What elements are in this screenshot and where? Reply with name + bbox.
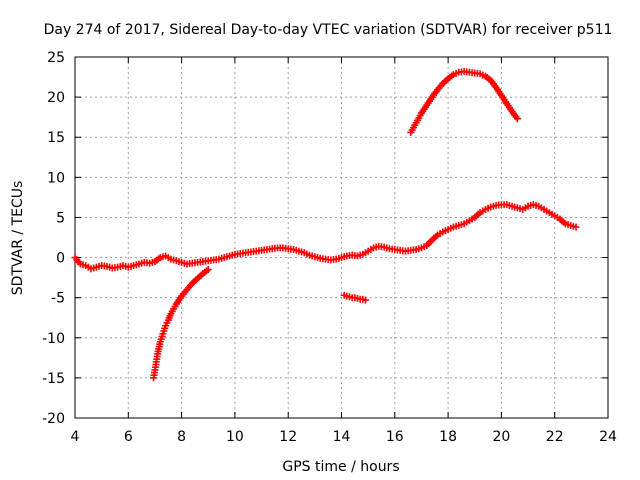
x-tick-label: 18 [439, 429, 457, 445]
y-tick-label: 5 [56, 210, 65, 226]
x-tick-label: 20 [492, 429, 510, 445]
x-axis-label: GPS time / hours [282, 459, 399, 475]
data-point [204, 266, 212, 274]
y-tick-label: 0 [56, 251, 65, 267]
data-point [361, 296, 369, 304]
y-tick-label: -10 [42, 331, 65, 347]
y-tick-label: -20 [42, 411, 65, 427]
x-tick-label: 14 [333, 429, 351, 445]
axis-ticks: 4 6 8 10 12 14 16 18 20 22 24 -20 -15 -10 -5 0 5 10 15 20 25 [42, 50, 617, 445]
x-tick-label: 10 [226, 429, 244, 445]
chart-title: Day 274 of 2017, Sidereal Day-to-day VTE… [44, 22, 613, 38]
x-tick-label: 8 [177, 429, 186, 445]
series-short-segment [340, 291, 369, 304]
data-markers [71, 67, 580, 382]
series-upper-arc [407, 67, 521, 136]
y-tick-label: 25 [47, 50, 65, 66]
x-tick-label: 22 [546, 429, 564, 445]
y-tick-label: -5 [51, 291, 65, 307]
x-tick-label: 16 [386, 429, 404, 445]
y-tick-label: 10 [47, 170, 65, 186]
x-tick-label: 4 [71, 429, 80, 445]
data-point [513, 115, 521, 123]
series-lower-arc [150, 266, 212, 382]
x-tick-label: 12 [279, 429, 297, 445]
x-tick-label: 6 [124, 429, 133, 445]
y-axis-label: SDTVAR / TECUs [10, 181, 26, 296]
y-tick-label: 15 [47, 130, 65, 146]
y-tick-label: -15 [42, 371, 65, 387]
y-tick-label: 20 [47, 90, 65, 106]
data-point [572, 223, 580, 231]
series-main-band [71, 201, 580, 273]
x-tick-label: 24 [599, 429, 617, 445]
